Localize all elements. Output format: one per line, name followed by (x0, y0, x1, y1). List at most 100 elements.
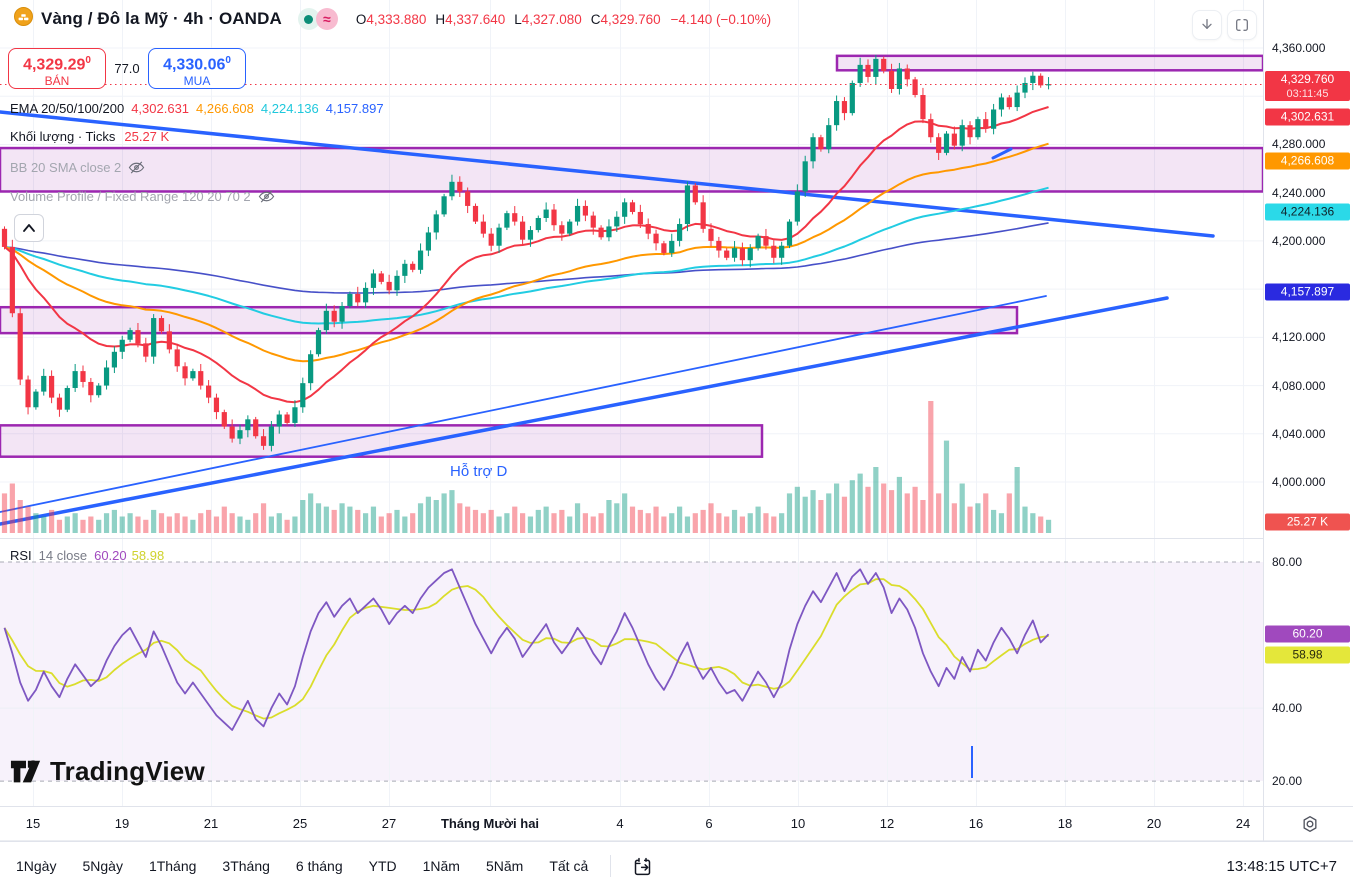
eye-off-icon[interactable] (128, 159, 145, 176)
sell-button[interactable]: 4,329.290 BÁN (8, 48, 106, 89)
rsi-value: 58.98 (131, 547, 165, 563)
approx-price-icon: ≈ (315, 8, 338, 30)
axis-badge: 58.98 (1265, 646, 1350, 664)
date-range-buttons: 1Ngày 5Ngày 1Tháng 3Tháng 6 tháng YTD 1Năm 5Năm… (0, 858, 588, 874)
symbol-header: Vàng / Đô la Mỹ · 4h · OANDA ≈ O4,333.88… (14, 5, 771, 33)
eye-off-icon[interactable] (258, 188, 275, 205)
ohlc-item: L4,327.080 (514, 12, 582, 27)
time-label: 24 (1235, 816, 1251, 831)
price-axis[interactable]: 4,360.000 4,280.000 4,240.000 4,200.000 4,12… (1263, 0, 1353, 806)
fullscreen-icon (1236, 19, 1248, 31)
price-tick: 4,280.000 (1272, 137, 1326, 152)
range-button[interactable]: 1Tháng (148, 858, 197, 874)
chevron-up-icon (23, 224, 35, 232)
range-button[interactable]: 3Tháng (222, 858, 270, 874)
ohlc-value: 4,329.760 (600, 11, 661, 27)
volume-profile-name: Volume Profile / Fixed Range 120 20 70 2 (10, 188, 251, 204)
axis-badge: 4,329.760 03:11:45 (1265, 71, 1350, 101)
ohlc-letter: L (514, 11, 522, 27)
axis-badge-value: 58.98 (1292, 647, 1323, 662)
price-tick: 4,360.000 (1272, 41, 1326, 55)
axis-badge: 60.20 (1265, 625, 1350, 643)
range-button[interactable]: 5Ngày (82, 858, 123, 874)
tradingview-watermark[interactable]: TradingView (10, 756, 205, 787)
rsi-value: 60.20 (94, 547, 127, 563)
bottom-toolbar: 1Ngày 5Ngày 1Tháng 3Tháng 6 tháng YTD 1Năm 5Năm… (0, 841, 1353, 890)
axis-badge-value: 60.20 (1292, 626, 1323, 641)
collapse-toolbar-button[interactable] (14, 214, 44, 242)
ema-value: 4,302.631 (131, 100, 190, 116)
ohlc-value: 4,327.080 (521, 11, 582, 27)
range-button[interactable]: Tất cả (549, 858, 589, 874)
range-button[interactable]: YTD (368, 858, 397, 874)
download-button[interactable] (1192, 10, 1222, 40)
axis-badge: 4,266.608 (1265, 152, 1350, 170)
ema-value: 4,157.897 (325, 100, 384, 116)
price-tick: 4,080.000 (1272, 378, 1326, 393)
time-label: 27 (381, 816, 397, 831)
ohlc-letter: O (355, 11, 367, 27)
support-zone-label[interactable]: Hỗ trợ D (450, 463, 508, 480)
rsi-name: RSI (10, 547, 32, 563)
rsi-tick: 80.00 (1272, 555, 1303, 569)
rsi-tick: 40.00 (1272, 701, 1303, 715)
time-label: 21 (203, 816, 219, 831)
buy-button[interactable]: 4,330.060 MUA (148, 48, 246, 89)
ema-value: 4,224.136 (260, 100, 319, 116)
ohlc-item: C4,329.760 (591, 12, 661, 27)
spread-value: 77.0 (114, 61, 140, 76)
axis-corner-divider (1263, 807, 1264, 842)
ema-value: 4,266.608 (196, 100, 254, 116)
go-to-date-button[interactable] (629, 853, 655, 879)
legend-ema[interactable]: EMA 20/50/100/200 4,302.631 4,266.608 4,22… (10, 99, 391, 117)
time-label: 16 (968, 816, 984, 831)
buy-price-sup: 0 (225, 55, 231, 66)
price-tick: 4,040.000 (1272, 426, 1326, 441)
market-status-pill[interactable]: ≈ (297, 8, 338, 30)
time-label: Tháng Mười hai (440, 816, 540, 831)
axis-badge: 4,157.897 (1265, 283, 1350, 301)
time-label: 6 (705, 816, 713, 831)
legend-bb[interactable]: BB 20 SMA close 2 (10, 158, 145, 176)
time-label: 19 (114, 816, 130, 831)
price-tick: 4,120.000 (1272, 330, 1326, 345)
range-button[interactable]: 5Năm (485, 858, 524, 874)
volume-value: 25.27 K (124, 128, 170, 144)
ohlc-letter: C (590, 11, 601, 27)
legend-volume[interactable]: Khối lượng · Ticks 25.27 K (10, 127, 169, 145)
tradingview-watermark-text: TradingView (50, 756, 205, 786)
symbol-title[interactable]: Vàng / Đô la Mỹ · 4h · OANDA (41, 9, 282, 28)
time-label: 20 (1146, 816, 1162, 831)
trade-panel: 4,329.290 BÁN 77.0 4,330.060 MUA (8, 48, 246, 89)
price-change: −4.140 (−0.10%) (670, 11, 772, 27)
legend-rsi[interactable]: RSI 14 close 60.20 58.98 (10, 546, 169, 564)
time-label: 18 (1057, 816, 1073, 831)
price-tick: 4,200.000 (1272, 233, 1326, 248)
axis-badge: 4,302.631 (1265, 108, 1350, 126)
time-axis[interactable]: 15 19 21 25 27 Tháng Mười hai 4 6 10 12 16 18 20 24 (0, 806, 1353, 842)
axis-badge-value: 4,302.631 (1280, 109, 1335, 124)
price-tick: 4,240.000 (1272, 185, 1326, 200)
ohlc-value: 4,337.640 (445, 11, 506, 27)
axis-settings-gear-icon[interactable] (1300, 814, 1320, 834)
ema-name: EMA 20/50/100/200 (10, 100, 125, 116)
gold-coin-icon (14, 7, 33, 31)
legend-volume-profile[interactable]: Volume Profile / Fixed Range 120 20 70 2 (10, 187, 275, 205)
range-button[interactable]: 6 tháng (295, 858, 343, 874)
rsi-chart-canvas[interactable] (0, 538, 1263, 806)
volume-name: Khối lượng · Ticks (10, 128, 116, 144)
pane-separator[interactable] (0, 538, 1353, 539)
fullscreen-button[interactable] (1227, 10, 1257, 40)
sell-price-sup: 0 (85, 55, 91, 66)
time-label: 15 (25, 816, 41, 831)
clock-timezone[interactable]: 13:48:15 UTC+7 (1226, 857, 1338, 875)
tradingview-logo-icon (10, 759, 41, 782)
price-chart-canvas[interactable] (0, 0, 1263, 538)
ema-values: 4,302.631 4,266.608 4,224.136 4,157.897 (131, 101, 390, 116)
range-button[interactable]: 1Năm (422, 858, 460, 874)
ohlc-value: 4,333.880 (366, 11, 427, 27)
range-button[interactable]: 1Ngày (16, 858, 57, 874)
ohlc-letter: H (435, 11, 446, 27)
time-label: 4 (616, 816, 624, 831)
